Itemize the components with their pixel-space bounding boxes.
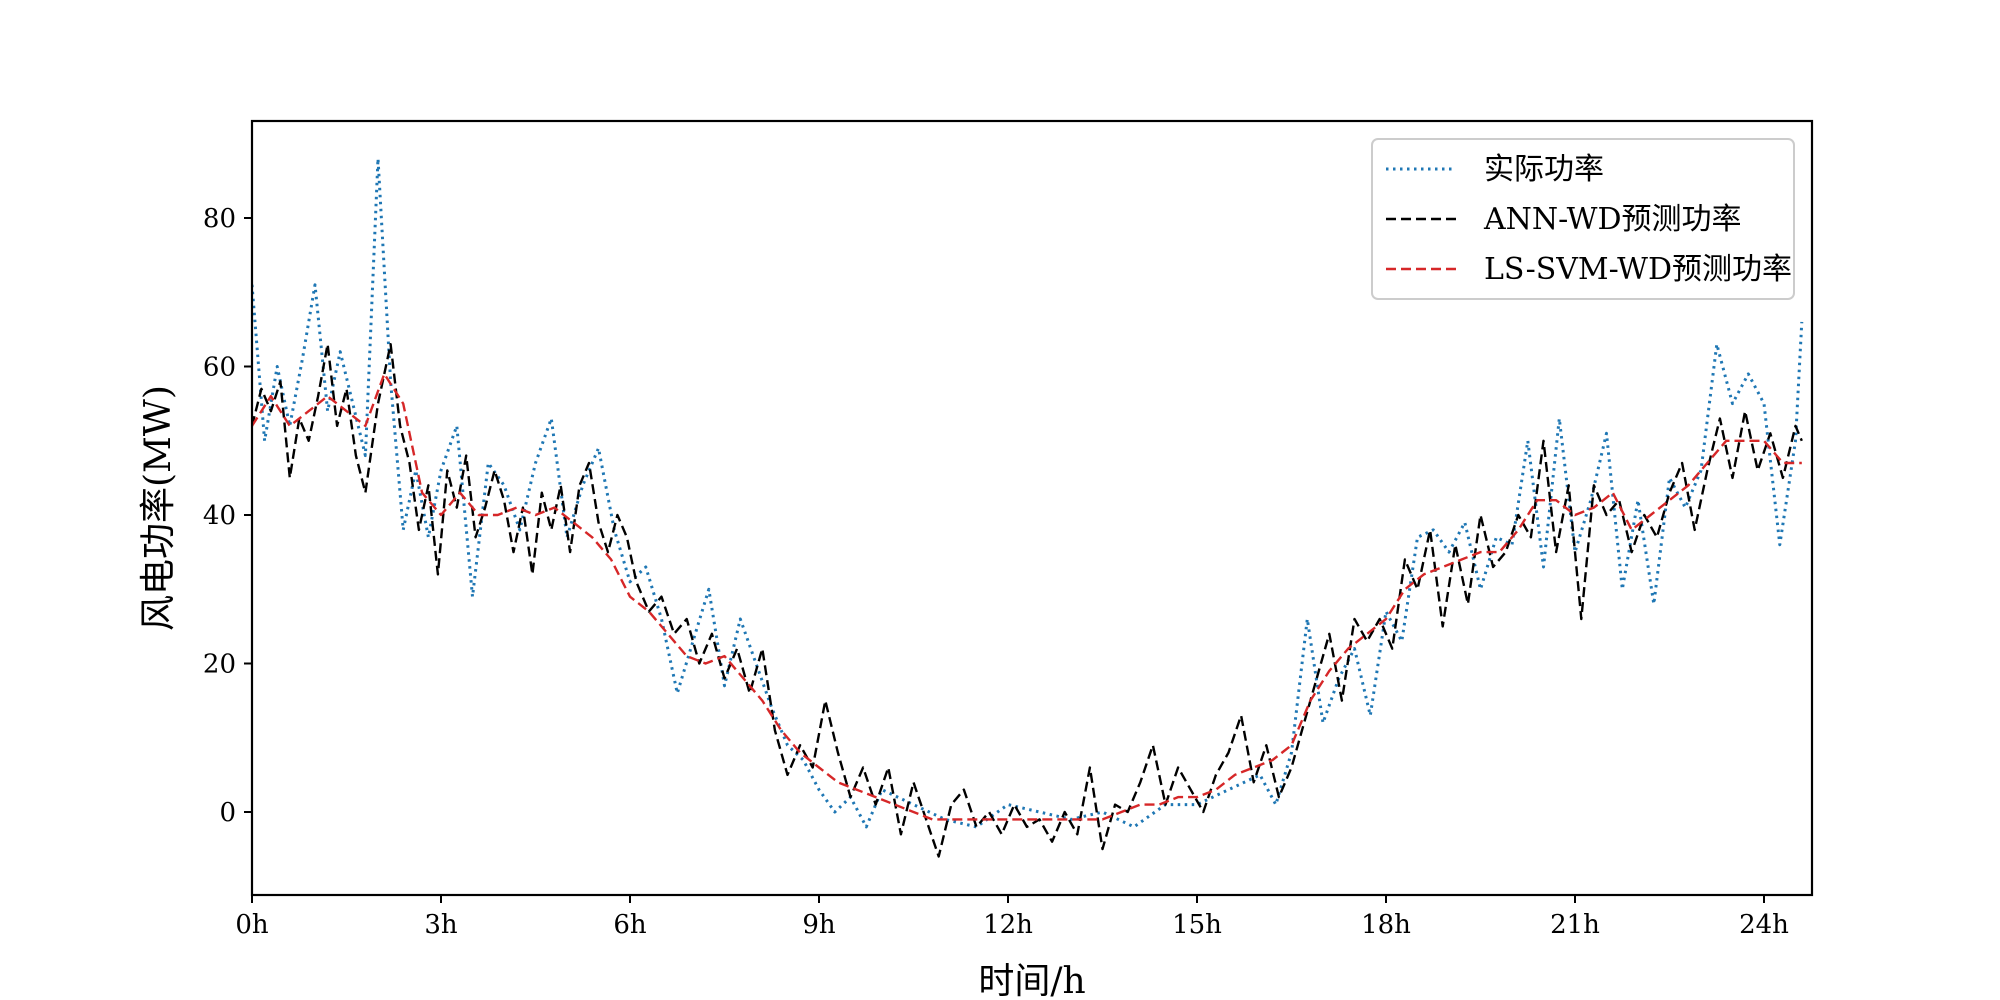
plot-frame — [250, 119, 1814, 897]
x-axis: 0h 3h 6h 9h 12h 15h 18h 21h 24h — [235, 895, 1789, 940]
x-axis-title: 时间/h — [978, 961, 1085, 1000]
legend-label-3: LS-SVM-WD预测功率 — [1484, 252, 1792, 287]
series-line-1 — [252, 157, 1804, 829]
legend-label-1: 实际功率 — [1484, 152, 1604, 187]
y-tick-label: 40 — [203, 501, 236, 531]
y-axis-title: 风电功率(MW) — [138, 385, 179, 631]
legend-label-2: ANN-WD预测功率 — [1483, 202, 1742, 237]
x-tick-label: 24h — [1739, 910, 1789, 940]
x-tick-label: 9h — [802, 910, 836, 940]
x-tick-label: 21h — [1550, 910, 1600, 940]
y-tick-label: 0 — [219, 798, 236, 828]
x-tick-label: 15h — [1172, 910, 1222, 940]
series-line-3 — [252, 372, 1802, 821]
x-tick-label: 3h — [424, 910, 458, 940]
series-line-2 — [252, 343, 1803, 858]
y-tick-label: 60 — [203, 353, 236, 383]
x-tick-label: 18h — [1361, 910, 1411, 940]
series-layer — [252, 157, 1804, 858]
x-tick-label: 0h — [235, 910, 269, 940]
legend: 实际功率 ANN-WD预测功率 LS-SVM-WD预测功率 — [1371, 138, 1795, 300]
y-tick-label: 80 — [203, 204, 236, 234]
y-axis: 0 20 40 60 80 — [203, 204, 252, 828]
x-tick-label: 6h — [613, 910, 647, 940]
legend-box — [1371, 138, 1795, 300]
y-tick-label: 20 — [203, 650, 236, 680]
x-tick-label: 12h — [983, 910, 1033, 940]
